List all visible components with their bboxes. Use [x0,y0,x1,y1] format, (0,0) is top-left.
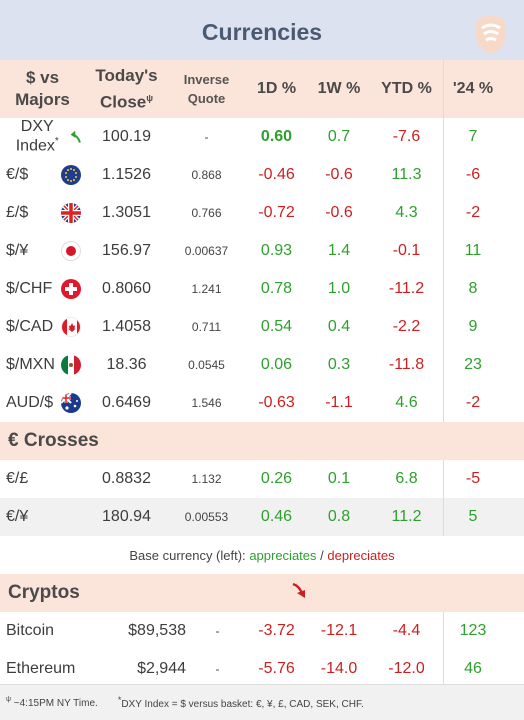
canada-flag-icon [61,317,81,337]
japan-flag-icon [61,241,81,261]
row-label: Bitcoin [6,622,55,639]
table-row: Bitcoin $89,538 - -3.72 -12.1 -4.4 123 [0,612,524,650]
table-row: €/$ 1.1526 0.868 -0.46 -0.6 11.3 -6 [0,156,524,194]
title-bar: Currencies [0,0,524,60]
table-row: $/MXN 18.36 0.0545 0.06 0.3 -11.8 23 [0,346,524,384]
table-row: AUD/$ 0.6469 1.546 -0.63 -1.1 4.6 -2 [0,384,524,422]
header-ytd: YTD % [381,80,432,97]
page-title: Currencies [201,18,323,45]
header-majors: $ vs Majors [15,68,70,109]
row-label: €/¥ [6,508,29,525]
crosses-section-title: € Crosses [0,422,524,460]
row-label: AUD/$ [6,394,54,411]
header-close: Today's Closeψ [95,65,158,112]
mexico-flag-icon [61,355,81,375]
down-arrow-icon [292,582,305,598]
table-row: €/¥ 180.94 0.00553 0.46 0.8 11.2 5 [0,498,524,536]
header-1w: 1W % [317,80,361,97]
header-1d: 1D % [256,80,297,97]
appreciates-label: appreciates [249,547,317,563]
footer-time-note: ψ ~4:15PM NY Time. [6,696,98,709]
row-label: Ethereum [6,660,76,677]
row-label: $/CAD [6,318,54,335]
footer-notes: ψ ~4:15PM NY Time. *DXY Index = $ versus… [0,684,524,720]
row-label: £/$ [6,204,29,221]
swiss-flag-icon [61,279,81,299]
up-arrow-icon [70,130,81,143]
table-row: $/CHF 0.8060 1.241 0.78 1.0 -11.2 8 [0,270,524,308]
table-row: DXY Index* 100.19 - 0.60 0.7 -7.6 7 [0,118,524,156]
header-24: '24 % [443,60,502,118]
table-row: €/£ 0.8832 1.132 0.26 0.1 6.8 -5 [0,460,524,498]
row-label: €/£ [6,470,29,487]
eu-flag-icon [61,165,81,185]
footer-dxy-note: *DXY Index = $ versus basket: €, ¥, £, C… [117,694,364,711]
depreciates-label: depreciates [327,547,395,563]
row-label: $/MXN [6,356,55,373]
table-row: Ethereum $2,944 - -5.76 -14.0 -12.0 46 [0,650,524,688]
australia-flag-icon [61,393,81,413]
logo-icon [476,16,506,54]
table-row: $/¥ 156.97 0.00637 0.93 1.4 -0.1 11 [0,232,524,270]
uk-flag-icon [61,203,81,223]
cryptos-section-title: Cryptos [0,574,524,612]
legend-note: Base currency (left): appreciates / depr… [129,547,395,563]
row-label: $/CHF [6,280,53,297]
table-row: $/CAD 1.4058 0.711 0.54 0.4 -2.2 9 [0,308,524,346]
row-label: DXY Index [15,118,55,155]
table-row: £/$ 1.3051 0.766 -0.72 -0.6 4.3 -2 [0,194,524,232]
header-inverse: Inverse Quote [183,72,230,106]
row-label: €/$ [6,166,29,183]
row-label: $/¥ [6,242,29,259]
table-header: $ vs Majors Today's Closeψ Inverse Quote… [0,60,524,118]
